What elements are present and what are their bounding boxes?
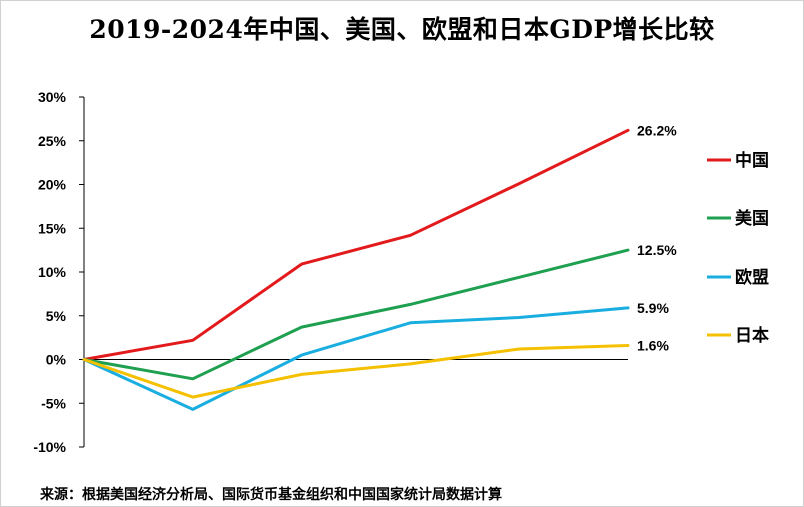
y-tick-label: -10% [33,439,66,455]
legend-label: 欧盟 [735,267,769,288]
series-line-0 [82,128,630,361]
end-value-label: 1.6% [637,338,669,354]
y-tick-label: -5% [41,395,66,411]
y-tick-label: 5% [46,308,67,324]
chart-title: 2019-2024年中国、美国、欧盟和日本GDP增长比较 [89,15,715,44]
legend-label: 日本 [735,325,769,346]
series-line-1 [82,248,630,381]
y-tick-label: 15% [38,220,67,236]
y-tick-label: 25% [38,133,67,149]
y-tick-label: 10% [38,264,67,280]
legend-label: 美国 [735,208,769,229]
legend-label: 中国 [735,150,769,171]
end-value-label: 5.9% [637,300,669,316]
end-value-label: 26.2% [637,122,677,138]
y-tick-label: 30% [38,89,67,105]
y-tick-label: 0% [46,352,67,368]
source-note: 来源：根据美国经济分析局、国际货币基金组织和中国国家统计局数据计算 [40,487,502,503]
y-tick-label: 20% [38,177,67,193]
series-line-2 [82,306,630,411]
end-value-label: 12.5% [637,242,677,258]
series-line-3 [82,344,630,399]
